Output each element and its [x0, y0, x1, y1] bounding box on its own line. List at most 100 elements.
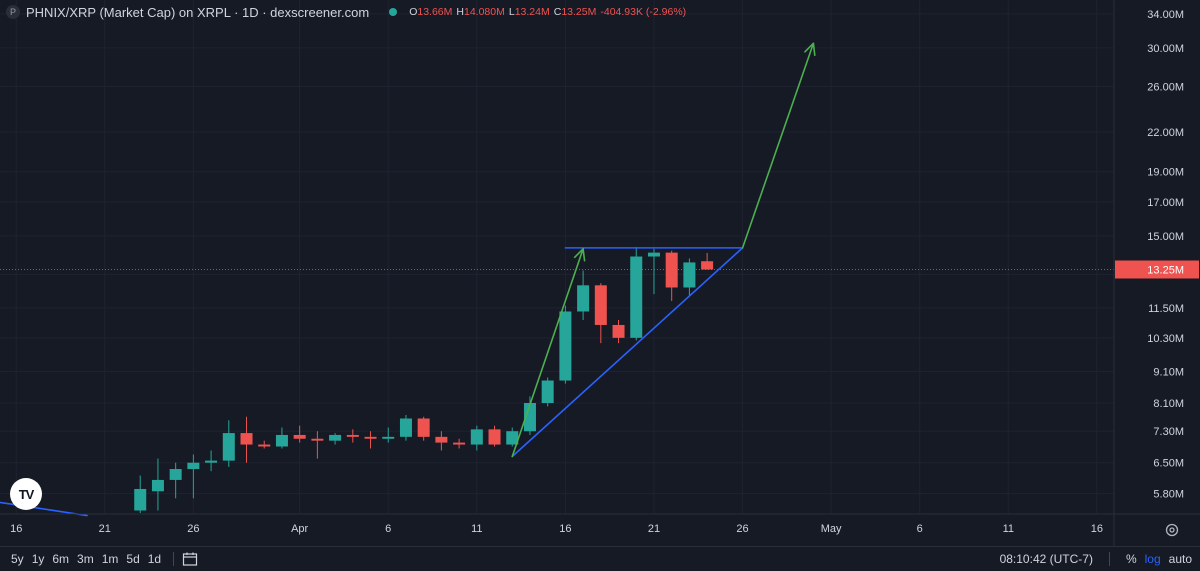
time-tick-label: 11 [471, 523, 482, 535]
range-button-1d[interactable]: 1d [147, 552, 162, 566]
price-tick-label: 5.80M [1153, 489, 1184, 501]
time-tick-label: May [821, 523, 842, 535]
time-tick-label: 11 [1003, 523, 1014, 535]
candle [134, 475, 147, 513]
candle-body [647, 252, 660, 257]
ohlc-key: O [409, 6, 418, 18]
candle-body [205, 460, 218, 463]
time-axis: 16 21 26 Apr 6 11 16 21 26 May 6 11 16 [0, 513, 1200, 535]
candle [169, 462, 182, 499]
range-button-3m[interactable]: 3m [77, 552, 94, 566]
ohlc-values: O13.66M H14.080M L13.24M C13.25M -404.93K (-… [409, 6, 686, 18]
toolbar-divider [1108, 552, 1110, 566]
range-button-1m[interactable]: 1m [101, 552, 119, 566]
ohlc-item: C13.25M [554, 6, 597, 18]
calendar-icon[interactable] [182, 551, 198, 567]
candle [488, 425, 501, 447]
price-tick-label: 11.50M [1148, 303, 1184, 315]
auto-toggle[interactable]: auto [1168, 552, 1192, 566]
candle-body [399, 418, 412, 437]
candle [329, 433, 342, 445]
price-tick-label: 9.10M [1153, 366, 1184, 378]
candle [612, 319, 625, 344]
gear-icon[interactable] [1164, 522, 1180, 538]
ohlc-key: C [553, 6, 562, 18]
candle [577, 270, 590, 320]
candle [346, 429, 359, 443]
candle [594, 283, 607, 344]
target-arrow [741, 42, 816, 249]
time-tick-label: 16 [10, 523, 22, 535]
log-toggle[interactable]: log [1144, 552, 1161, 566]
ohlc-value: 14.080M [463, 6, 505, 18]
price-tick-label: 7.30M [1153, 426, 1184, 438]
time-tick-label: 6 [917, 523, 923, 535]
ohlc-item: H14.080M [456, 6, 504, 18]
candle-body [258, 444, 271, 447]
time-tick-label: 21 [648, 523, 660, 535]
toolbar-right: 08:10:42 (UTC-7) % log auto [1000, 552, 1192, 566]
candle-body [701, 261, 714, 270]
candle-body [187, 462, 200, 470]
chart-legend: P PHNIX/XRP (Market Cap) on XRPL · 1D · … [6, 3, 686, 21]
candle [435, 431, 448, 451]
last-price-label: 13.25M [1147, 265, 1184, 277]
target-arrow-head [804, 42, 816, 57]
time-tick-label: 21 [99, 523, 111, 535]
range-button-5d[interactable]: 5d [126, 552, 140, 566]
candle-body [329, 434, 342, 441]
ohlc-item: -404.93K (-2.96%) [600, 6, 686, 18]
range-button-6m[interactable]: 6m [52, 552, 70, 566]
candle [453, 438, 466, 449]
price-tick-label: 26.00M [1147, 82, 1184, 94]
candle-body [523, 403, 536, 432]
price-axis: 5.80M 6.50M 7.30M 8.10M 9.10M 10.30M 11.50M 13.… [1113, 0, 1199, 546]
candle-body [240, 433, 253, 445]
candles [134, 246, 714, 513]
candle [382, 427, 395, 443]
range-button-1y[interactable]: 1y [31, 552, 45, 566]
ohlc-value: 13.25M [561, 6, 597, 18]
candle [665, 250, 678, 301]
chart-title[interactable]: PHNIX/XRP (Market Cap) on XRPL · 1D · de… [26, 4, 370, 20]
ohlc-key: L [508, 6, 515, 18]
flagpole-arrow-line [511, 248, 584, 458]
ohlc-key: H [456, 6, 464, 18]
flagpole-arrow-head [573, 248, 586, 262]
tradingview-logo[interactable]: TV [10, 478, 42, 510]
candle-body [435, 436, 448, 443]
time-tick-label: 6 [385, 523, 391, 535]
time-tick-label: Apr [291, 523, 308, 535]
candle [364, 431, 377, 449]
price-tick-label: 10.30M [1147, 333, 1184, 345]
candle-body [683, 262, 696, 288]
range-button-5y[interactable]: 5y [11, 552, 24, 566]
price-tick-label: 17.00M [1147, 197, 1184, 209]
candle-body [488, 429, 501, 445]
candle [311, 431, 324, 459]
candle-body [275, 434, 288, 447]
candle-body [577, 285, 590, 312]
clock-readout[interactable]: 08:10:42 (UTC-7) [999, 552, 1093, 566]
candle [630, 246, 643, 341]
flagpole-arrow [511, 248, 586, 458]
candle-body [134, 488, 147, 511]
ohlc-value: -404.93K (-2.96%) [600, 6, 687, 18]
candle-body [541, 380, 554, 404]
bottom-toolbar: 5y 1y 6m 3m 1m 5d 1d 08:10:42 (UTC-7) % log au… [0, 546, 1200, 571]
candle [417, 416, 430, 441]
candlestick-chart[interactable]: 5.80M 6.50M 7.30M 8.10M 9.10M 10.30M 11.50M 13.… [0, 0, 1200, 546]
candle [399, 414, 412, 441]
price-tick-label: 34.00M [1147, 9, 1184, 21]
candle-body [453, 442, 466, 445]
status-dot-icon [389, 8, 398, 16]
candle-body [506, 431, 519, 445]
grid [0, 0, 1114, 514]
time-tick-label: 16 [559, 523, 571, 535]
candle [222, 420, 235, 467]
candle-body [346, 434, 359, 437]
candle-body [630, 256, 643, 338]
candle [559, 305, 572, 384]
percent-toggle[interactable]: % [1125, 552, 1137, 566]
